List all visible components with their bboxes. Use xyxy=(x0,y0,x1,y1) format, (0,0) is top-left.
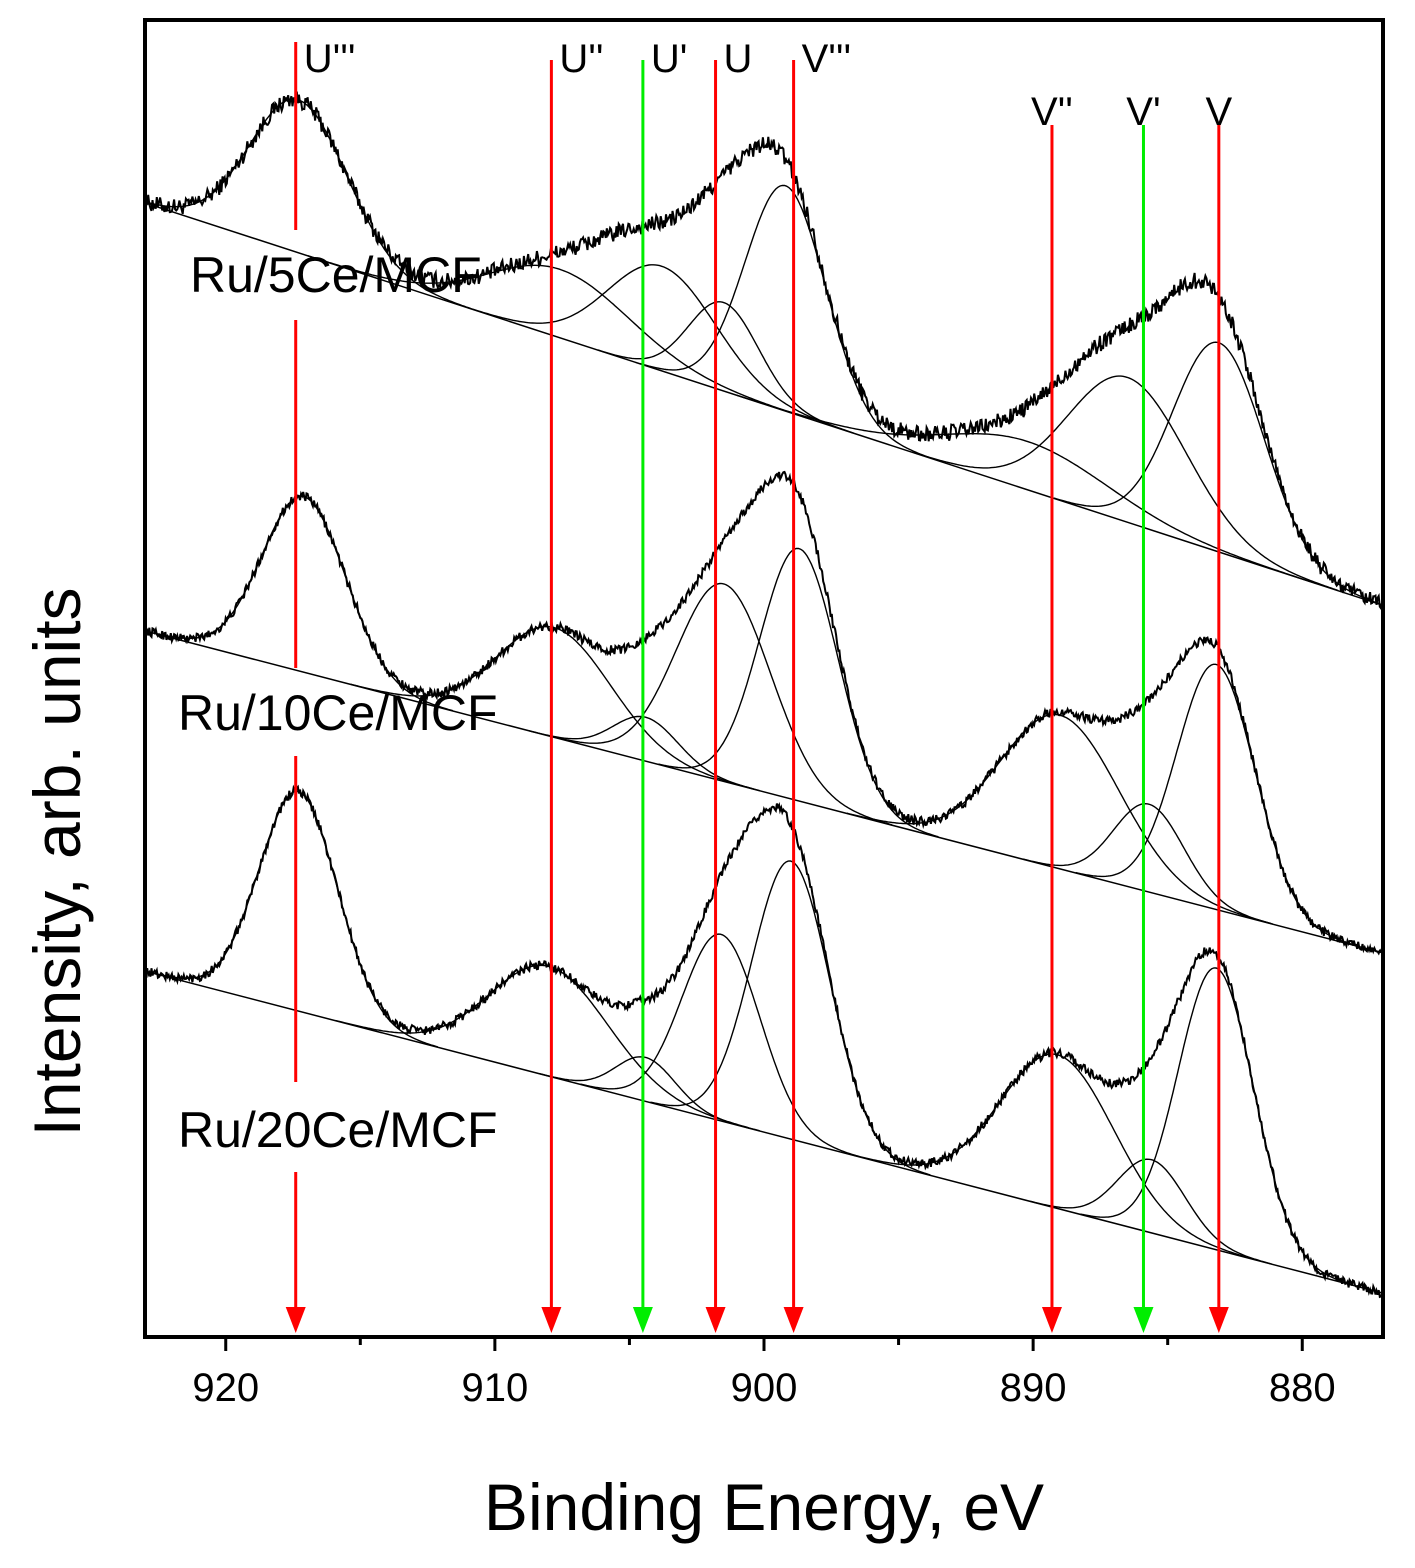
marker-u-0: U''' xyxy=(285,37,356,1333)
spectra-group xyxy=(144,91,1384,1299)
marker-arrow-head xyxy=(632,1307,653,1333)
marker-u-1: U'' xyxy=(541,37,604,1333)
sample-label-ru-10ce-mcf: Ru/10Ce/MCF xyxy=(178,685,498,741)
marker-v-7: V xyxy=(1205,90,1232,1333)
component-peak-u xyxy=(467,264,854,434)
x-tick-label: 910 xyxy=(461,1366,528,1410)
marker-v-4: V''' xyxy=(783,37,852,1333)
marker-arrow-head xyxy=(541,1307,562,1333)
marker-v-5: V'' xyxy=(1031,90,1073,1333)
sample-label-ru-20ce-mcf: Ru/20Ce/MCF xyxy=(178,1102,498,1158)
component-peak-v xyxy=(1022,802,1273,925)
marker-arrow-head xyxy=(783,1307,804,1333)
marker-label: V'' xyxy=(1031,90,1073,134)
x-tick-label: 880 xyxy=(1269,1366,1336,1410)
marker-label: V xyxy=(1205,90,1232,134)
x-axis-title: Binding Energy, eV xyxy=(484,1470,1044,1544)
component-peak-u xyxy=(553,582,893,826)
marker-arrow-head xyxy=(1041,1307,1062,1333)
component-peak-u xyxy=(529,715,760,792)
spectrum-ru-5ce-mcf xyxy=(144,91,1384,611)
marker-u-2: U' xyxy=(632,37,688,1333)
marker-v-6: V' xyxy=(1126,90,1161,1333)
marker-arrow-head xyxy=(285,1307,306,1333)
series-ru-5ce-mcf xyxy=(144,91,1384,611)
marker-label: V' xyxy=(1126,90,1160,134)
spectrum-ru-10ce-mcf xyxy=(144,470,1384,956)
component-peak-v xyxy=(639,184,929,458)
marker-label: U xyxy=(724,37,753,81)
peak-markers-group: U''' U'' U' U V''' V'' V' V xyxy=(285,37,1232,1333)
marker-arrow-head xyxy=(705,1307,726,1333)
marker-arrow-head xyxy=(1208,1307,1229,1333)
marker-label: U''' xyxy=(304,37,356,81)
marker-label: U' xyxy=(651,37,688,81)
component-peak-u xyxy=(597,301,848,432)
x-axis: 920 910 900 890 880 xyxy=(192,1337,1336,1410)
x-tick-label: 920 xyxy=(192,1366,259,1410)
x-tick-label: 900 xyxy=(731,1366,798,1410)
sample-labels-group: Ru/5Ce/MCF Ru/10Ce/MCF Ru/20Ce/MCF xyxy=(178,247,498,1158)
series-ru-10ce-mcf xyxy=(144,470,1384,956)
marker-label: U'' xyxy=(559,37,603,81)
component-peak-v xyxy=(1030,1158,1272,1265)
component-peak-v xyxy=(913,375,1339,592)
y-axis-title: Intensity, arb. units xyxy=(20,587,94,1136)
marker-arrow-head xyxy=(1133,1307,1154,1333)
spectrum-ru-20ce-mcf xyxy=(144,784,1384,1299)
x-tick-label: 890 xyxy=(1000,1366,1067,1410)
series-ru-20ce-mcf xyxy=(144,784,1384,1299)
sample-label-ru-5ce-mcf: Ru/5Ce/MCF xyxy=(190,247,482,303)
marker-label: V''' xyxy=(802,37,852,81)
marker-u-3: U xyxy=(705,37,753,1333)
component-peak-u xyxy=(580,933,861,1158)
component-peak-u xyxy=(307,255,810,420)
